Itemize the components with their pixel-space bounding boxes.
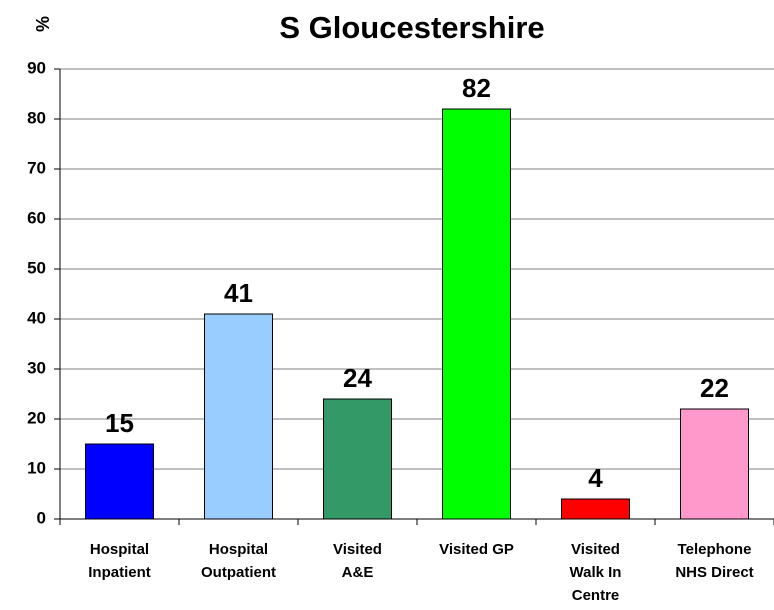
x-tick-label: Visited A&E <box>333 541 382 581</box>
x-tick-label-line: Centre <box>572 587 620 604</box>
bar <box>85 443 154 520</box>
x-tick-label-line: NHS Direct <box>675 564 753 581</box>
x-tick-label: Hospital Inpatient <box>88 541 151 581</box>
y-tick-label: 70 <box>27 158 46 177</box>
x-tick-label-line: Visited <box>333 541 382 558</box>
bar <box>680 408 749 520</box>
data-label: 15 <box>105 408 134 438</box>
x-tick-label-line: Hospital <box>209 541 268 558</box>
x-tick-label: Telephone NHS Direct <box>675 541 753 581</box>
y-tick-label: 90 <box>27 58 46 77</box>
y-tick-label: 40 <box>27 308 46 327</box>
x-tick-label-line: Outpatient <box>201 564 276 581</box>
bar <box>442 108 511 520</box>
y-tick-label: 20 <box>27 408 46 427</box>
data-label: 41 <box>224 278 253 308</box>
bar <box>204 313 273 520</box>
data-label: 4 <box>588 463 603 493</box>
x-tick-label-line: Visited <box>571 541 620 558</box>
x-tick-label-line: A&E <box>342 564 374 581</box>
y-tick-label: 50 <box>27 258 46 277</box>
y-axis-label: % <box>33 16 53 32</box>
y-tick-label: 60 <box>27 208 46 227</box>
bar <box>323 398 392 520</box>
x-tick-label-line: Telephone <box>678 541 752 558</box>
x-tick-label-line: Visited GP <box>439 541 514 558</box>
y-tick-label: 30 <box>27 358 46 377</box>
data-label: 24 <box>343 363 372 393</box>
y-tick-label: 0 <box>37 508 46 527</box>
x-tick-label-line: Walk In <box>570 564 622 581</box>
x-tick-label-line: Hospital <box>90 541 149 558</box>
x-tick-label-line: Inpatient <box>88 564 151 581</box>
data-label: 22 <box>700 373 729 403</box>
x-tick-label: Visited Walk In Centre <box>570 541 622 604</box>
y-tick-label: 80 <box>27 108 46 127</box>
y-tick-label: 10 <box>27 458 46 477</box>
bar <box>561 498 630 520</box>
x-tick-label: Visited GP <box>439 541 514 558</box>
data-label: 82 <box>462 73 491 103</box>
chart-title: S Gloucestershire <box>279 10 544 45</box>
x-tick-label: Hospital Outpatient <box>201 541 276 581</box>
